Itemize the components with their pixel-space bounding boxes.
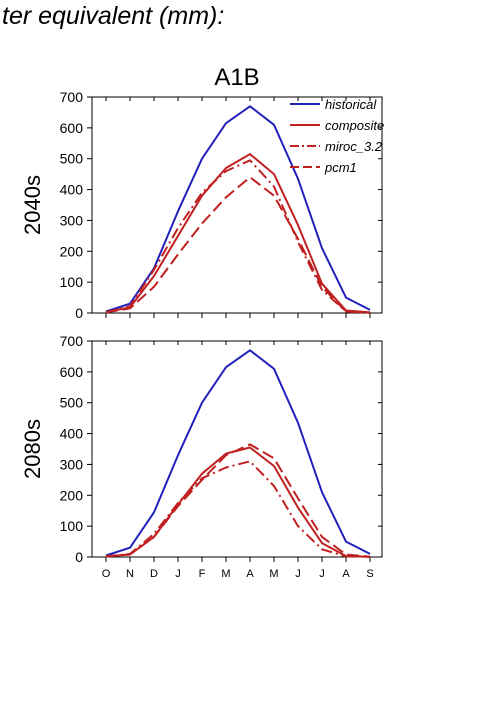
panel1-ytick-label: 600	[60, 120, 84, 136]
panel2-ytick-label: 0	[75, 549, 83, 565]
panel1-ytick-label: 400	[60, 182, 84, 198]
panel2-xtick-label: S	[366, 568, 373, 580]
panel2-xtick-label: M	[221, 568, 230, 580]
panel2-xtick-label: M	[269, 568, 278, 580]
panel1-ytick-label: 0	[75, 305, 83, 321]
panel2-frame	[91, 340, 383, 558]
panel1-ytick-label: 500	[60, 151, 84, 167]
legend-label-miroc-3-2: miroc_3.2	[325, 139, 383, 154]
panel2-ytick-label: 500	[60, 395, 84, 411]
panel1-ytick-label: 100	[60, 274, 84, 290]
panel2-xtick-label: A	[246, 568, 254, 580]
panel1-title: A1B	[214, 64, 259, 91]
panel2-series-miroc-3-2	[105, 460, 371, 558]
panel2-ytick-label: 300	[60, 456, 84, 472]
panel2-ytick-label: 400	[60, 426, 84, 442]
legend-label-composite: composite	[325, 118, 384, 133]
panel2-xtick-label: J	[295, 568, 301, 580]
panel2-ytick-label: 600	[60, 364, 84, 380]
legend-label-pcm1: pcm1	[324, 160, 357, 175]
panel1-series-historical	[105, 105, 371, 313]
panel2-xtick-label: J	[175, 568, 181, 580]
panel1-series-composite	[105, 153, 371, 314]
panel2-xtick-label: N	[126, 568, 134, 580]
panel2-xtick-label: D	[150, 568, 158, 580]
legend-label-historical: historical	[325, 97, 377, 112]
panel2-ylabel: 2080s	[20, 419, 45, 479]
panel2-ytick-label: 700	[60, 333, 84, 349]
panel2-series-historical	[105, 349, 371, 557]
panel1-frame	[91, 96, 383, 314]
panel1-ytick-label: 700	[60, 89, 84, 105]
panel2-ytick-label: 100	[60, 518, 84, 534]
panel2-xtick-label: O	[102, 568, 111, 580]
panel1-series-pcm1	[105, 176, 371, 314]
panel2-ytick-label: 200	[60, 487, 84, 503]
panel2-series-pcm1	[105, 443, 371, 558]
page-heading: ter equivalent (mm):	[2, 2, 225, 30]
panel1-ytick-label: 300	[60, 212, 84, 228]
panel2-xtick-label: A	[342, 568, 350, 580]
panel2-xtick-label: J	[319, 568, 325, 580]
panel1-ytick-label: 200	[60, 243, 84, 259]
panel1-ylabel: 2040s	[20, 175, 45, 235]
panel1-series-miroc-3-2	[105, 159, 371, 314]
panel2-xtick-label: F	[199, 568, 206, 580]
